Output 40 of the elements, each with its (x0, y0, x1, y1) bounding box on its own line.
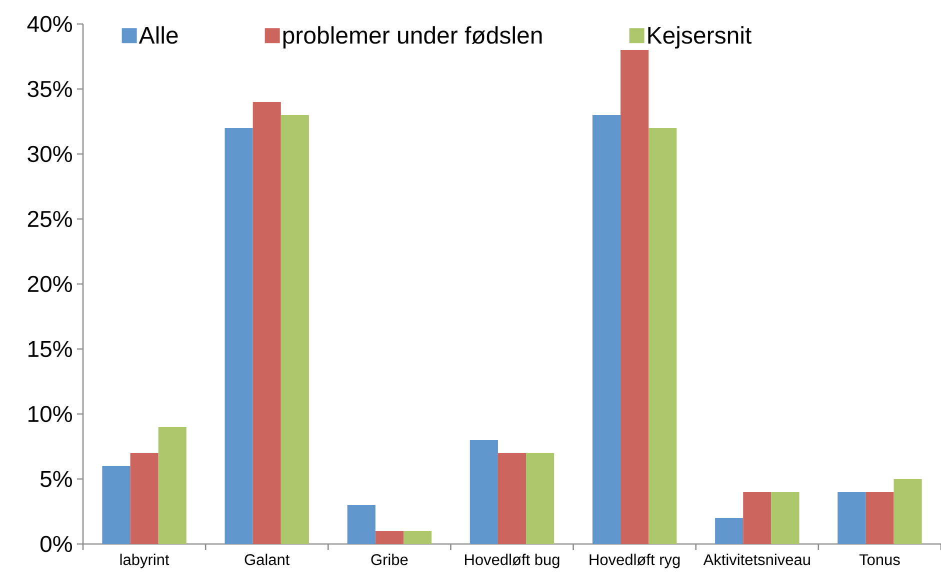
bar (771, 492, 800, 544)
y-tick-label: 20% (28, 276, 72, 292)
bar (158, 426, 186, 544)
bar (102, 466, 130, 544)
bar (526, 452, 554, 544)
bar (838, 492, 866, 544)
y-tick-label: 30% (28, 146, 72, 162)
bar (130, 452, 158, 544)
bar (743, 492, 772, 544)
x-tick-label: labyrint (120, 554, 170, 568)
bar (894, 478, 922, 544)
bar (498, 452, 526, 544)
legend-label: Kejsersnit (648, 26, 752, 49)
bar (470, 440, 498, 544)
bar (648, 128, 677, 544)
legend-label: Alle (138, 26, 178, 44)
y-tick-label: 15% (28, 340, 72, 358)
bar (715, 518, 744, 544)
bar (620, 50, 649, 544)
legend-label: problemer under fødslen (283, 26, 542, 49)
y-tick-label: 0% (40, 536, 72, 552)
x-tick-label: Hovedløft ryg (590, 554, 680, 568)
bar (592, 114, 621, 544)
y-tick-label: 35% (28, 80, 72, 98)
y-tick-label: 25% (28, 210, 72, 228)
y-tick-label: 40% (27, 16, 72, 32)
bar (866, 492, 894, 544)
y-tick-label: 5% (40, 470, 72, 488)
y-tick-label: 10% (28, 406, 72, 422)
x-tick-label: Gribe (371, 554, 408, 566)
bar (280, 114, 309, 544)
x-tick-label: Tonus (859, 554, 900, 566)
x-tick-label: Hovedløft bug (465, 554, 560, 568)
bar (224, 128, 253, 544)
bar (252, 102, 281, 544)
bar (347, 504, 376, 544)
x-tick-label: Aktivitetsniveau (703, 554, 810, 566)
bar (403, 530, 432, 544)
bar (375, 530, 404, 544)
x-tick-label: Galant (244, 554, 290, 566)
